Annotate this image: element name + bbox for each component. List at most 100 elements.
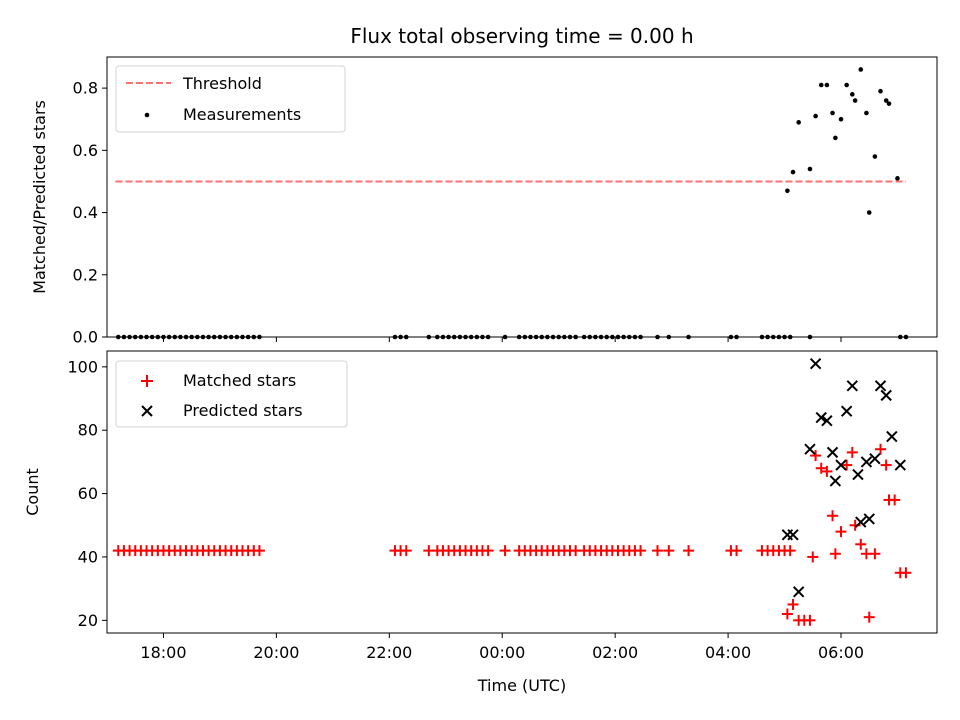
ratio-legend-box	[115, 65, 346, 133]
ratio-y-tick-label: 0.6	[73, 141, 98, 160]
measurement-point	[830, 110, 835, 116]
count-x-tick-label: 02:00	[592, 643, 638, 662]
matched-star-marker	[855, 538, 867, 550]
count-x-tick-label: 00:00	[479, 643, 525, 662]
count-x-ticks: 18:00 20:00 22:00 00:00 02:00 04:00 06:00	[140, 633, 864, 662]
matched-star-marker	[804, 614, 816, 626]
matched-star-marker	[663, 545, 675, 557]
matched-star-marker	[880, 459, 892, 471]
measurement-point	[818, 82, 824, 88]
ratio-y-axis-label: Matched/Predicted stars	[30, 100, 49, 294]
predicted-star-marker	[840, 405, 853, 417]
measurement-point	[844, 82, 849, 88]
matched-star-marker	[635, 545, 647, 557]
matched-star-marker	[787, 598, 799, 610]
measurement-point	[866, 210, 872, 215]
predicted-star-marker	[860, 456, 873, 468]
count-y-tick-label: 80	[78, 421, 98, 440]
ratio-axes-frame	[106, 56, 938, 338]
predicted-star-marker	[874, 380, 887, 392]
count-plot-area	[112, 357, 912, 626]
matched-star-marker	[482, 545, 494, 557]
matched-star-marker	[400, 545, 412, 557]
matched-star-marker	[815, 462, 827, 474]
predicted-star-marker	[869, 453, 881, 465]
matched-star-marker	[821, 465, 833, 477]
matched-legend-swatch	[141, 375, 153, 387]
matched-star-marker	[784, 545, 796, 557]
predicted-star-marker	[846, 380, 859, 392]
matched-star-marker	[835, 526, 847, 538]
matched-star-marker	[810, 450, 822, 462]
count-x-tick-label: 20:00	[253, 643, 299, 662]
matched-star-marker	[863, 611, 875, 623]
predicted-legend-swatch	[141, 405, 153, 417]
predicted-star-marker	[821, 415, 833, 427]
chart-title: Flux total observing time = 0.00 h	[350, 24, 693, 48]
ratio-panel: 0.00.20.40.60.8 Matched/Predicted stars …	[30, 56, 938, 347]
count-panel: 20 40 60 80 100 18:00 20:00 22:00 00:00 02:00 04:…	[23, 350, 938, 662]
measurements-legend-swatch	[144, 112, 150, 118]
matched-star-marker	[253, 545, 265, 557]
x-axis-label: Time (UTC)	[477, 676, 566, 695]
measurement-point	[852, 98, 858, 103]
count-y-tick-label: 40	[78, 547, 98, 566]
predicted-star-marker	[863, 513, 875, 525]
measurement-point	[833, 135, 838, 141]
matched-star-marker	[499, 545, 511, 557]
measurement-point	[785, 188, 790, 194]
predicted-star-marker	[880, 389, 892, 402]
matched-star-marker	[827, 510, 839, 522]
matched-star-marker	[846, 446, 858, 458]
measurement-point	[850, 92, 855, 97]
measurement-point	[872, 154, 878, 159]
matched-legend-label: Matched stars	[183, 371, 296, 390]
measurement-point	[878, 88, 883, 94]
measurement-point	[858, 67, 864, 72]
predicted-star-marker	[829, 475, 842, 487]
ratio-legend: Threshold Measurements	[115, 65, 346, 133]
count-y-tick-label: 100	[67, 357, 98, 376]
predicted-star-marker	[787, 529, 799, 541]
matched-star-marker	[652, 545, 664, 557]
predicted-star-marker	[826, 446, 839, 459]
matched-star-marker	[900, 567, 912, 579]
matched-star-marker	[889, 494, 901, 506]
predicted-star-marker	[804, 443, 816, 455]
ratio-x-ticks	[162, 337, 842, 342]
matched-star-marker	[841, 459, 853, 471]
count-y-tick-label: 20	[78, 611, 98, 630]
matched-star-marker	[869, 548, 881, 560]
count-y-ticks: 20 40 60 80 100	[67, 357, 107, 630]
predicted-star-marker	[792, 586, 805, 598]
predicted-star-marker	[852, 468, 864, 481]
count-y-tick-label: 60	[78, 484, 98, 503]
measurement-point	[824, 82, 830, 88]
measurement-point	[796, 120, 801, 125]
count-legend-box	[115, 360, 348, 428]
count-x-tick-label: 04:00	[705, 643, 751, 662]
measurement-point	[838, 116, 844, 122]
measurement-point	[883, 98, 889, 103]
threshold-legend-label: Threshold	[182, 74, 262, 93]
matched-star-marker	[683, 545, 695, 557]
measurement-point	[895, 176, 900, 181]
ratio-y-tick-label: 0.2	[73, 265, 98, 284]
count-x-tick-label: 22:00	[366, 643, 412, 662]
ratio-y-tick-label: 0.0	[73, 328, 98, 347]
matched-star-marker	[807, 551, 819, 563]
predicted-star-marker	[815, 411, 827, 424]
ratio-y-tick-label: 0.4	[73, 203, 98, 222]
count-x-tick-label: 06:00	[818, 643, 864, 662]
count-axes-frame	[106, 350, 938, 634]
measurement-point	[813, 113, 818, 119]
matched-star-marker	[875, 443, 887, 455]
ratio-y-tick-label: 0.8	[73, 79, 98, 98]
predicted-star-marker	[894, 459, 907, 471]
matched-star-marker	[829, 548, 841, 560]
ratio-y-ticks: 0.0 0.2 0.4 0.6 0.8	[73, 79, 107, 347]
count-x-tick-label: 18:00	[140, 643, 186, 662]
predicted-star-marker	[835, 459, 847, 471]
matched-star-marker	[731, 545, 743, 557]
